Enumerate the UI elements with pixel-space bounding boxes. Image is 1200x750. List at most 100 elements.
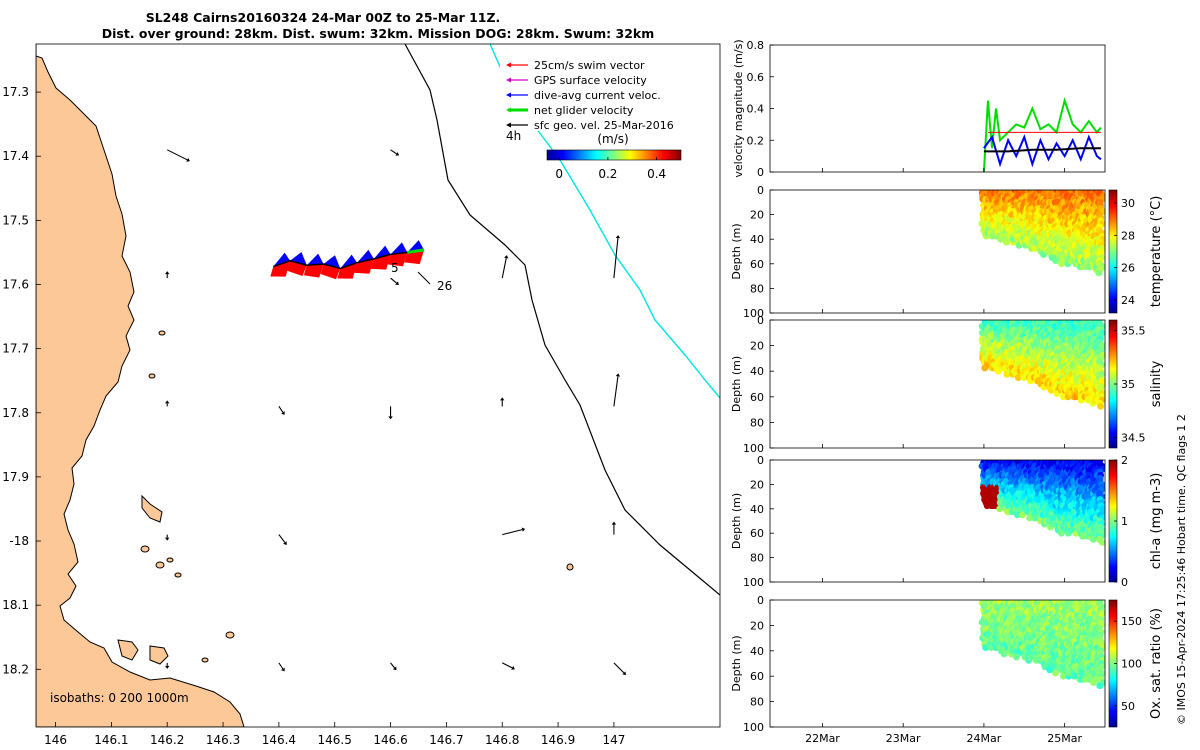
legend-label: net glider velocity [534,104,634,117]
y-tick-label: 0 [757,166,764,179]
swim-vector-patch [303,263,324,278]
surface-vector-arrow [501,662,513,669]
y-tick-label: 100 [743,307,764,320]
panel-plot-area [978,190,1105,277]
surface-vector-head [281,411,285,415]
map-y-tick-label: 18.1 [2,598,29,612]
island [155,561,165,569]
net-glider-velocity [407,248,425,254]
surface-vector-head [392,666,397,671]
isobaths-label: isobaths: 0 200 1000m [50,691,189,705]
mainland [36,44,245,727]
surface-vector-arrow [502,529,523,536]
y-tick-label: 0.6 [747,71,765,84]
island [166,557,174,563]
colorbar-tick-label: 0 [555,167,563,181]
profile-sample [1059,672,1067,680]
surface-vector-head [615,235,621,239]
map-y-tick-label: 17.4 [2,149,29,163]
profile-sample [1000,650,1008,658]
y-tick-label: 40 [750,503,764,516]
island [158,330,166,336]
island [148,373,156,379]
surface-vector-arrow [613,376,619,407]
profile-sample [1013,653,1020,661]
profile-sample [1014,374,1022,381]
track-end-pointer [417,271,431,285]
surface-vector-head [622,671,627,675]
legend-swatch-head [506,107,511,113]
map-panel: 146 146.1 146.2 146.3 146.4 146.5 146.6 146.7 14… [2,43,721,747]
legend-swatch-head [506,92,511,98]
panel-colorbar [1108,189,1118,314]
velocity-series-line [982,97,1102,172]
colorbar-tick-label: 0.2 [598,167,617,181]
y-tick-label: 80 [750,416,764,429]
current-vector-patch [290,252,307,266]
swim-vector-patch [370,254,391,270]
panel-background [770,45,1105,172]
surface-vector-head [521,527,526,532]
panel-frame [769,459,1106,583]
panel-plot-area [978,320,1105,410]
map-x-tick-label: 146.5 [318,733,352,747]
y-axis-label: Depth (m) [730,356,743,412]
surface-vector-head [611,521,617,525]
island [225,631,235,639]
map-x-tick-label: 146.8 [485,733,519,747]
y-tick-label: 20 [750,478,764,491]
map-y-tick-label: 17.9 [2,470,29,484]
profile-sample [1002,238,1010,246]
surface-vector-arrow [613,238,619,279]
y-tick-label: 40 [750,365,764,378]
profile-sample [1097,403,1105,410]
surface-vector-arrow [501,257,507,279]
colorbar-tick-label: 26 [1121,262,1135,275]
surface-vector-head [165,400,170,404]
track-end-label: 26 [437,279,452,293]
colorbar-tick-label: 0.4 [647,167,666,181]
y-tick-label: 0 [757,314,764,327]
current-vector-patch [306,253,324,266]
colorbar-tick-label: 30 [1121,197,1135,210]
surface-vector-arrow [613,662,625,674]
profile-sample [1013,511,1021,519]
colorbar-tick-label: 35.5 [1121,325,1146,338]
colorbar-label: chl-a (mg m-3) [1149,473,1164,570]
profile-sample [1058,529,1065,537]
y-axis-label: velocity magnitude (m/s) [732,39,745,177]
map-colorbar: (m/s) 0 0.2 0.4 [546,132,682,181]
surface-vector-head [165,271,170,275]
colorbar-tick-label: 0 [1121,576,1128,589]
profile-sample [1098,538,1105,546]
map-x-tick-label: 146.1 [94,733,128,747]
profile-sample [1060,393,1067,401]
y-tick-label: 0.8 [747,39,765,52]
map-x-tick-label: 146.6 [373,733,407,747]
surface-vector-head [283,541,287,546]
colorbar-tick-label: 24 [1121,294,1135,307]
surface-vector-arrow [390,277,397,284]
colorbar-tick-label: 2 [1121,454,1128,467]
surface-vector-head [395,151,400,156]
y-axis-label: Depth (m) [730,223,743,279]
surface-vector-head [388,416,393,420]
isobath-200m [404,44,720,596]
surface-vector-arrow [278,534,286,543]
profile-sample [1052,669,1059,677]
profile-sample [1019,511,1026,519]
current-vector-patch [390,242,408,255]
map-x-tick-label: 146.3 [206,733,240,747]
y-tick-label: 60 [750,527,764,540]
y-tick-label: 60 [750,258,764,271]
current-vector-patch [373,245,391,259]
legend-swatch-head [506,77,511,83]
profile-sample [1040,251,1047,258]
